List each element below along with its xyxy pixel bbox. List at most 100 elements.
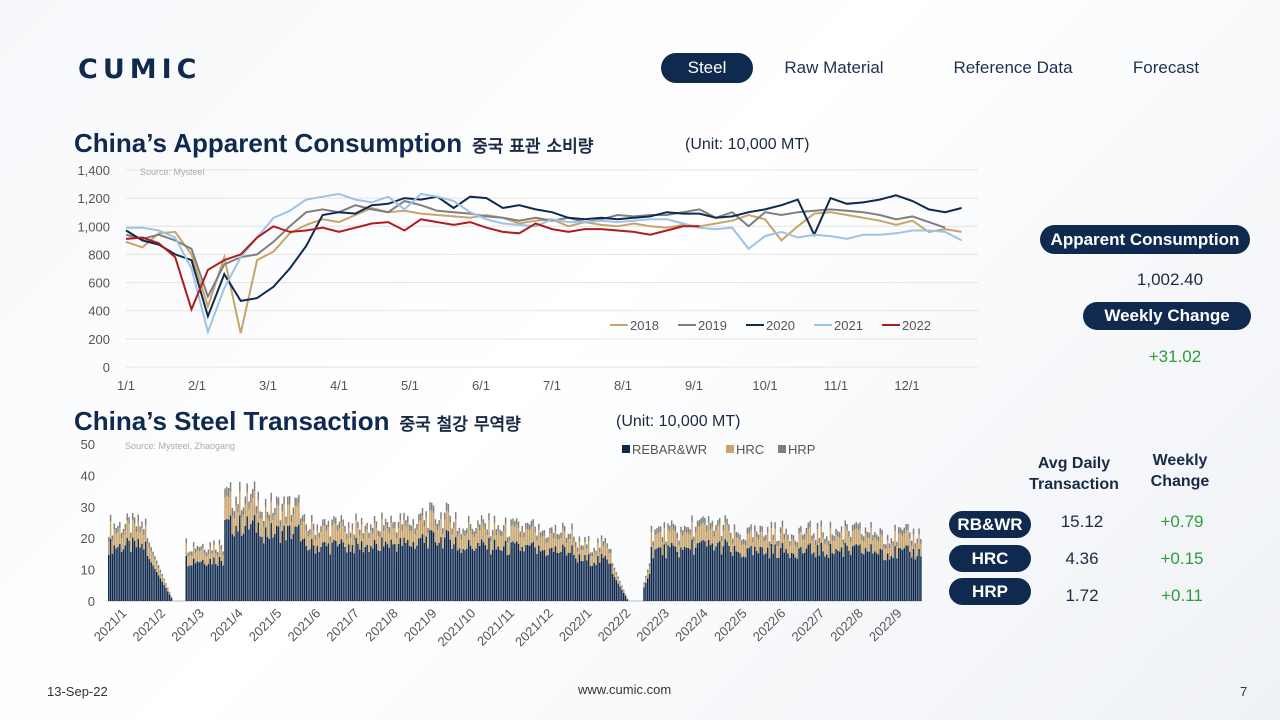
- bar-hrc: [717, 526, 719, 543]
- bar-hrp: [709, 523, 712, 530]
- bar-hrp: [726, 518, 728, 526]
- bar-rebar: [473, 550, 475, 601]
- bar-hrc: [766, 532, 769, 548]
- bar-rebar: [274, 533, 276, 601]
- bar-hrc: [357, 528, 359, 544]
- bar-rebar: [512, 541, 514, 601]
- nav-reference-data[interactable]: Reference Data: [953, 58, 1073, 77]
- row-avg-hrp: 1.72: [1065, 586, 1099, 605]
- bar-hrp: [471, 528, 474, 535]
- bar-hrp: [848, 531, 850, 537]
- bar-hrc: [410, 531, 413, 547]
- bar-hrc: [309, 534, 311, 550]
- bar-rebar: [272, 537, 274, 601]
- bar-hrc: [682, 535, 684, 550]
- bar-rebar: [702, 540, 704, 601]
- bar-rebar: [460, 552, 463, 601]
- bar-rebar: [133, 540, 136, 601]
- bar-hrp: [438, 520, 440, 527]
- legend-label-2020: 2020: [766, 318, 795, 333]
- bar-hrc: [451, 534, 453, 549]
- x-tick-label: 3/1: [259, 378, 277, 393]
- x-tick-label: 2022/7: [788, 606, 827, 645]
- bar-hrc: [881, 535, 883, 550]
- bar-rebar: [787, 553, 789, 601]
- bar-hrc: [349, 538, 352, 552]
- bar-rebar: [327, 543, 330, 601]
- bar-rebar: [654, 549, 656, 601]
- bar-hrp: [235, 496, 237, 506]
- bar-hrc: [617, 578, 619, 584]
- bar-hrp: [892, 541, 894, 547]
- bar-hrc: [390, 522, 392, 540]
- bar-hrc: [718, 524, 721, 542]
- bar-hrp: [456, 530, 459, 537]
- bar-hrp: [733, 524, 736, 531]
- bar-hrp: [168, 592, 171, 593]
- apparent-consumption-pill: Apparent Consumption: [1040, 225, 1250, 254]
- bar-rebar: [600, 553, 603, 601]
- bar-rebar: [582, 561, 584, 601]
- bar-hrc: [650, 531, 653, 547]
- bar-hrp: [750, 524, 752, 531]
- cumic-logo[interactable]: CUMIC: [78, 54, 202, 85]
- bar-rebar: [682, 549, 684, 601]
- bar-rebar: [890, 555, 893, 601]
- bar-hrp: [610, 548, 612, 554]
- bar-hrc: [157, 567, 160, 576]
- nav-forecast[interactable]: Forecast: [1132, 58, 1200, 77]
- x-tick-label: 2022/5: [711, 606, 750, 645]
- bar-hrc: [905, 530, 907, 546]
- footer-url[interactable]: www.cumic.com: [578, 682, 672, 697]
- bar-hrc: [652, 546, 654, 559]
- bar-rebar: [323, 541, 326, 601]
- bar-hrc: [240, 517, 243, 536]
- bar-rebar: [469, 545, 472, 601]
- bar-hrp: [189, 551, 191, 556]
- bar-hrc: [515, 524, 518, 542]
- bar-hrc: [691, 522, 693, 540]
- bar-hrc: [776, 545, 778, 558]
- bar-hrc: [848, 536, 850, 551]
- bar-hrp: [814, 540, 817, 546]
- bar-hrc: [864, 533, 867, 549]
- bar-hrc: [654, 535, 656, 550]
- bar-rebar: [168, 594, 171, 601]
- bar-rebar: [268, 538, 271, 601]
- bar-rebar: [449, 539, 451, 601]
- x-tick-label: 2022/8: [827, 606, 866, 645]
- bar-hrp: [584, 536, 586, 543]
- bar-hrc: [473, 536, 475, 551]
- bar-hrp: [349, 532, 352, 539]
- bar-hrp: [436, 523, 439, 531]
- bar-rebar: [820, 542, 822, 601]
- bar-hrp: [896, 541, 898, 547]
- bar-hrc: [857, 530, 859, 546]
- bar-hrc: [445, 510, 448, 531]
- bar-rebar: [491, 549, 494, 601]
- bar-rebar: [314, 553, 317, 601]
- bar-rebar: [717, 542, 719, 601]
- bar-rebar: [488, 537, 490, 601]
- bar-rebar: [556, 552, 559, 601]
- bar-rebar: [739, 553, 741, 601]
- nav-steel[interactable]: Steel: [661, 53, 753, 83]
- bar-hrc: [491, 535, 494, 550]
- bar-hrc: [440, 519, 442, 538]
- bar-hrc: [288, 504, 291, 526]
- nav-raw-material[interactable]: Raw Material: [784, 58, 884, 77]
- bar-rebar: [826, 554, 828, 601]
- bar-hrc: [837, 536, 839, 551]
- bar-rebar: [737, 551, 739, 601]
- bar-hrc: [648, 566, 651, 574]
- bar-hrc: [423, 526, 426, 543]
- y-tick-label: 10: [81, 563, 95, 578]
- bar-hrp: [595, 550, 597, 555]
- bar-hrp: [918, 528, 920, 535]
- bar-rebar: [571, 545, 573, 601]
- bar-rebar: [676, 551, 678, 601]
- bar-hrc: [368, 538, 370, 552]
- bar-hrp: [718, 517, 721, 525]
- bar-rebar: [484, 545, 487, 601]
- bar-hrp: [763, 536, 765, 542]
